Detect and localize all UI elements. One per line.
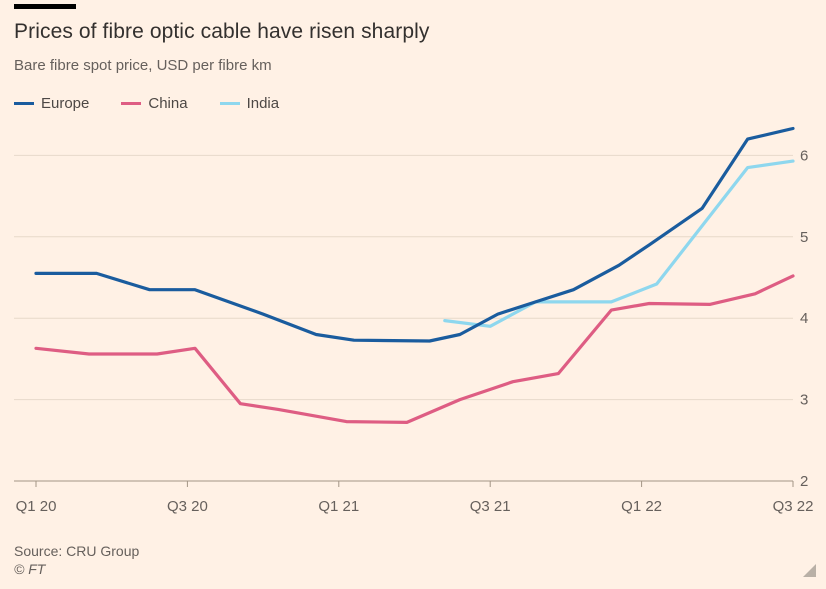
y-axis-tick-label: 4 [800, 310, 808, 327]
x-axis-tick-label: Q1 22 [621, 498, 662, 515]
y-axis-tick-label: 2 [800, 473, 808, 490]
legend-item-india[interactable]: India [219, 95, 280, 112]
y-axis-tick-label: 5 [800, 229, 808, 246]
india-line [443, 159, 795, 328]
chart-subtitle: Bare fibre spot price, USD per fibre km [14, 57, 272, 74]
legend-item-europe[interactable]: Europe [14, 95, 89, 112]
x-axis-tick-label: Q3 20 [167, 498, 208, 515]
page-title: Prices of fibre optic cable have risen s… [14, 20, 430, 43]
legend-label-india: India [246, 95, 280, 112]
x-axis-tick-label: Q3 21 [470, 498, 511, 515]
china-line [34, 274, 795, 424]
x-axis-tick-label: Q1 20 [16, 498, 57, 515]
legend-label-europe: Europe [41, 95, 90, 112]
source-note: Source: CRU Group [14, 543, 140, 559]
resize-handle-icon[interactable] [803, 564, 816, 577]
legend-item-china[interactable]: China [121, 95, 188, 112]
china-line-swatch [121, 102, 142, 105]
europe-line [34, 126, 795, 343]
x-axis-tick-label: Q1 21 [318, 498, 359, 515]
ft-credit: © FT [14, 561, 46, 577]
europe-line-swatch [14, 102, 34, 105]
india-line-swatch [219, 102, 240, 105]
ft-top-rule [14, 4, 76, 9]
legend-label-china: China [148, 95, 188, 112]
y-axis-tick-label: 6 [800, 147, 808, 164]
legend: Europe China India [14, 95, 279, 112]
x-axis-tick-label: Q3 22 [773, 498, 814, 515]
y-axis-tick-label: 3 [800, 392, 808, 409]
